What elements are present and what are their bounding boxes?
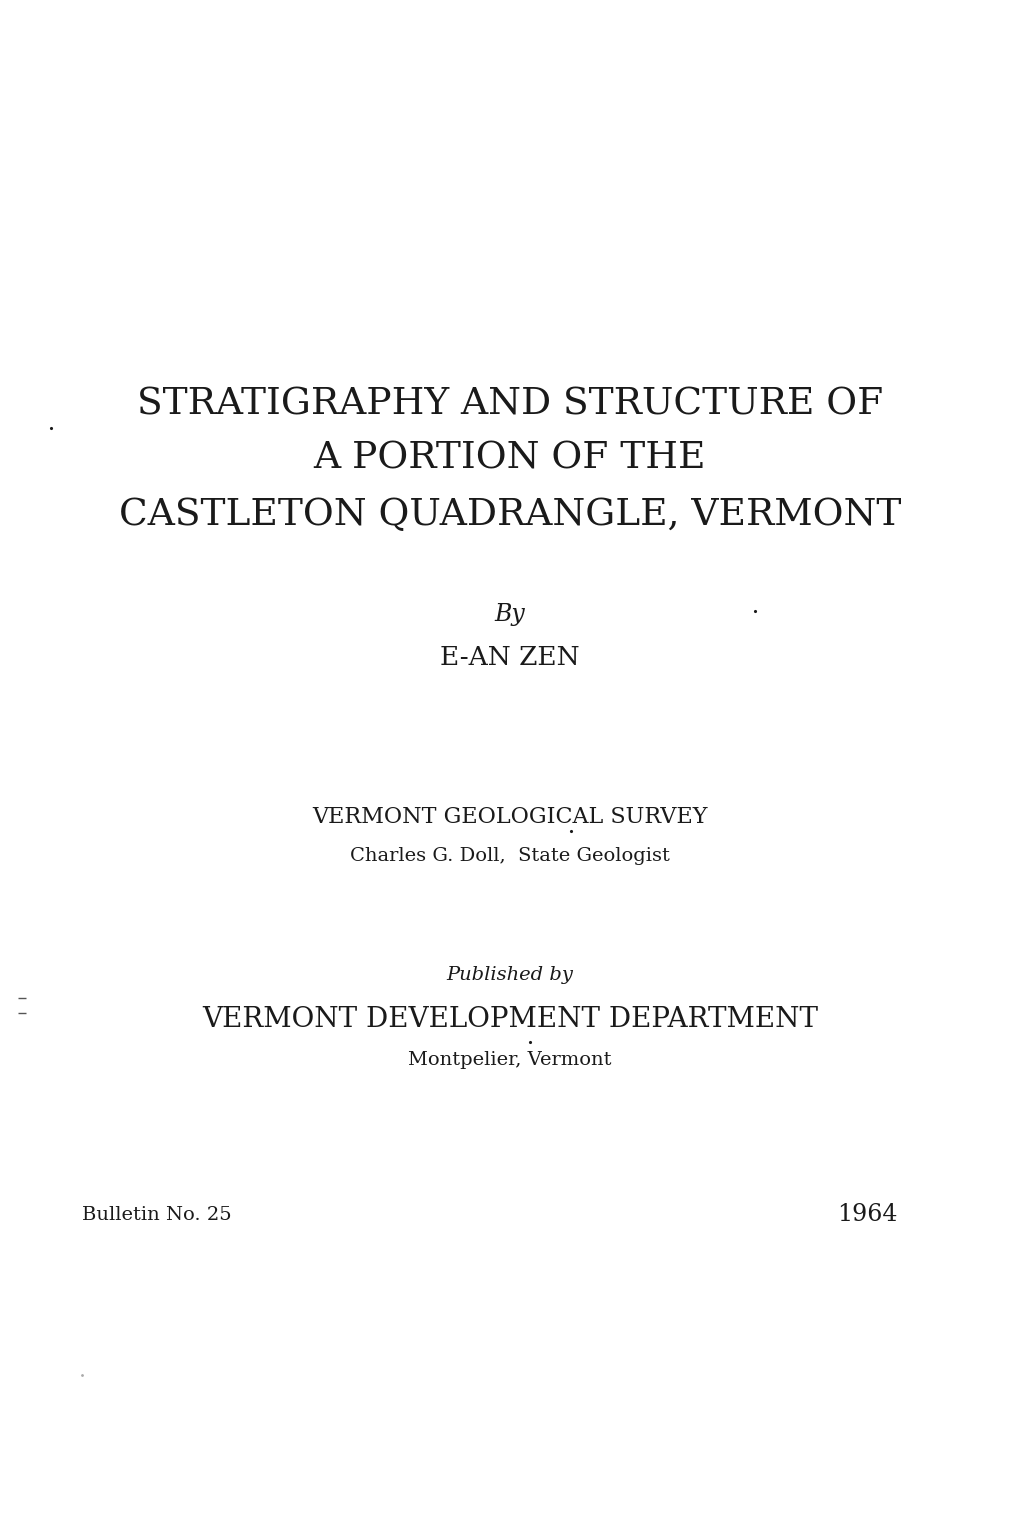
Text: Bulletin No. 25: Bulletin No. 25 (82, 1206, 231, 1224)
Text: Charles G. Doll,  State Geologist: Charles G. Doll, State Geologist (350, 847, 669, 865)
Text: STRATIGRAPHY AND STRUCTURE OF: STRATIGRAPHY AND STRUCTURE OF (137, 387, 882, 423)
Text: A PORTION OF THE: A PORTION OF THE (314, 440, 705, 477)
Text: VERMONT GEOLOGICAL SURVEY: VERMONT GEOLOGICAL SURVEY (312, 807, 707, 828)
Text: 1964: 1964 (837, 1203, 897, 1227)
Text: Published by: Published by (446, 966, 573, 984)
Text: VERMONT DEVELOPMENT DEPARTMENT: VERMONT DEVELOPMENT DEPARTMENT (202, 1005, 817, 1033)
Text: Montpelier, Vermont: Montpelier, Vermont (408, 1051, 611, 1070)
Text: CASTLETON QUADRANGLE, VERMONT: CASTLETON QUADRANGLE, VERMONT (118, 497, 901, 533)
Text: By: By (494, 602, 525, 626)
Text: E-AN ZEN: E-AN ZEN (440, 645, 579, 669)
